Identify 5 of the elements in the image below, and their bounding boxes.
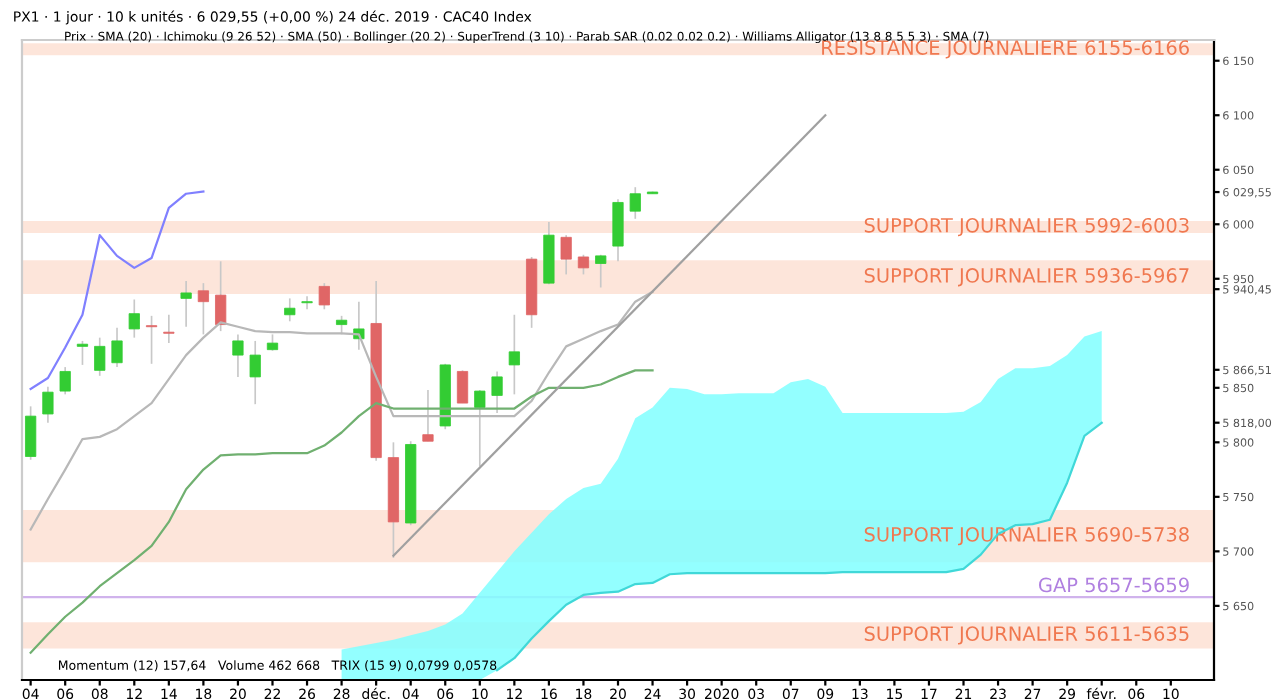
band-label: SUPPORT JOURNALIER 5936-5967 [864, 268, 1189, 287]
band-label: RESISTANCE JOURNALIERE 6155-6166 [822, 40, 1189, 59]
band-label: SUPPORT JOURNALIER 5611-5635 [864, 626, 1189, 645]
band-label: SUPPORT JOURNALIER 5992-6003 [864, 217, 1189, 237]
band-label: GAP 5657-5659 [1038, 577, 1189, 593]
